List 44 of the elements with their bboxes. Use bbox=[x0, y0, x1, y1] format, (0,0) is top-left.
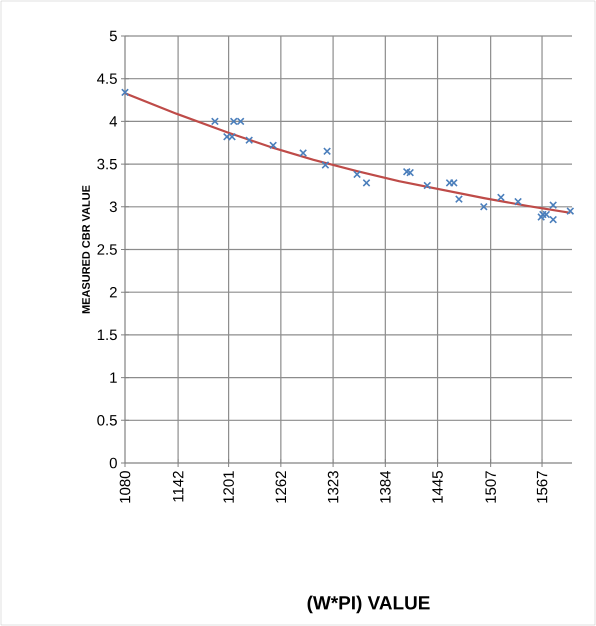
y-tick-label: 3 bbox=[110, 202, 117, 212]
y-tick-label: 1.5 bbox=[98, 330, 117, 340]
x-tick-label: 1080 bbox=[120, 471, 130, 503]
point bbox=[549, 216, 558, 224]
x-tick-label: 1445 bbox=[432, 471, 443, 503]
y-tick-label: 3.5 bbox=[97, 158, 117, 170]
point bbox=[269, 141, 278, 150]
point bbox=[450, 178, 458, 187]
x-tick-label: 1323 bbox=[328, 471, 338, 503]
point bbox=[538, 210, 547, 218]
x-tick-label: 1262 bbox=[276, 471, 286, 503]
x-tick-label: 1201 bbox=[223, 471, 234, 503]
x-tick-label: 1142 bbox=[172, 471, 184, 502]
point bbox=[245, 136, 254, 144]
point bbox=[496, 193, 505, 202]
point bbox=[323, 147, 332, 156]
point bbox=[362, 178, 370, 187]
y-axis-title: MEASURED CBR VALUE bbox=[82, 186, 90, 314]
point bbox=[321, 160, 330, 169]
y-tick-label: 4 bbox=[110, 116, 118, 127]
point bbox=[454, 195, 463, 204]
y-tick-label: 1 bbox=[110, 372, 117, 383]
y-tick-label: 4.5 bbox=[97, 73, 117, 84]
point bbox=[121, 88, 129, 96]
point bbox=[353, 170, 362, 178]
x-tick-label: 1507 bbox=[485, 471, 496, 503]
y-tick-label: 0 bbox=[110, 458, 117, 468]
point bbox=[480, 202, 488, 211]
x-tick-label: 1384 bbox=[380, 470, 391, 503]
point bbox=[446, 178, 454, 187]
y-tick-label: 0.5 bbox=[97, 415, 117, 426]
point bbox=[402, 168, 411, 176]
point bbox=[549, 201, 558, 210]
point bbox=[514, 198, 522, 206]
y-tick-label: 5 bbox=[110, 30, 117, 42]
point bbox=[299, 149, 308, 157]
y-tick-label: 2.5 bbox=[97, 244, 117, 255]
y-tick-label: 2 bbox=[110, 286, 117, 298]
x-axis-title: (W*PI) VALUE bbox=[308, 596, 430, 614]
x-tick-label: 1567 bbox=[536, 471, 548, 503]
point bbox=[566, 207, 574, 216]
point bbox=[406, 168, 414, 177]
point bbox=[423, 181, 432, 190]
point bbox=[210, 117, 219, 126]
